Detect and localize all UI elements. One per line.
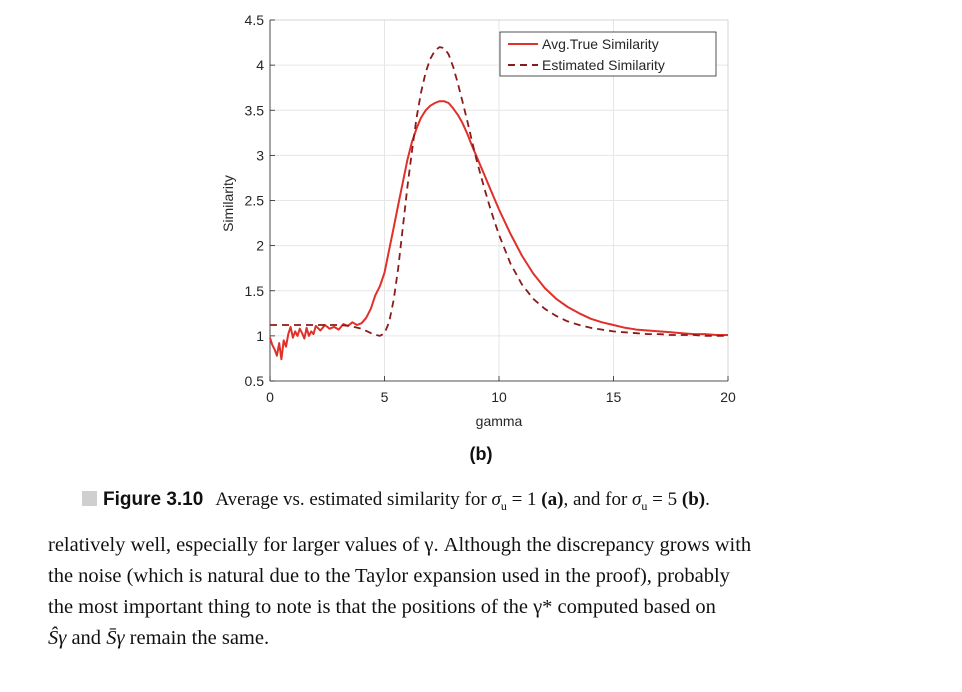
x-tick-label: 20 <box>720 389 736 405</box>
figure-caption: Figure 3.10 Average vs. estimated similar… <box>82 489 710 514</box>
caption-value-b: = 5 <box>647 489 682 510</box>
y-tick-label: 1.5 <box>245 283 265 299</box>
caption-text: Average vs. estimated similarity for <box>215 489 492 510</box>
legend-box <box>499 31 717 77</box>
y-tick-label: 1 <box>256 328 264 344</box>
legend-label-1: Avg.True Similarity <box>542 36 659 52</box>
caption-mid: , and for <box>563 489 633 510</box>
caption-marker-icon <box>82 491 97 506</box>
s-bar-gamma: S̄γ <box>106 627 125 649</box>
legend-label-2: Estimated Similarity <box>542 57 665 73</box>
caption-end: . <box>705 489 710 510</box>
y-tick-label: 3 <box>256 147 264 163</box>
x-tick-label: 10 <box>491 389 507 405</box>
y-tick-label: 4 <box>256 57 264 73</box>
caption-sigma-2: σ <box>632 489 642 510</box>
body-line-2: the noise (which is natural due to the T… <box>48 565 730 587</box>
y-tick-label: 4.5 <box>245 12 265 28</box>
caption-value-a: = 1 <box>506 489 542 510</box>
series-line-1 <box>269 100 728 361</box>
caption-b: (b) <box>681 489 706 510</box>
x-tick-label: 5 <box>381 389 389 405</box>
y-tick-label: 2.5 <box>245 193 265 209</box>
y-tick-label: 0.5 <box>245 373 265 389</box>
body-line-4-rest: remain the same. <box>124 627 270 649</box>
chart-legend: Avg.True Similarity Estimated Similarity <box>499 31 717 77</box>
body-line-3: the most important thing to note is that… <box>48 596 716 618</box>
caption-sub: u <box>500 498 507 513</box>
x-axis-label: gamma <box>476 413 523 429</box>
similarity-chart: 0 5 10 15 20 0.5 1 1.5 2 2.5 3 3.5 4 4.5 gamma Simila… <box>220 12 736 429</box>
caption-label: Figure 3.10 <box>103 489 204 510</box>
body-and: and <box>66 627 107 649</box>
series-line-2 <box>270 46 728 337</box>
axis-ticks: 0 5 10 15 20 0.5 1 1.5 2 2.5 3 3.5 4 4.5 <box>245 12 736 405</box>
x-tick-label: 15 <box>606 389 622 405</box>
x-tick-label: 0 <box>266 389 274 405</box>
body-paragraph: relatively well, especially for larger v… <box>48 530 918 654</box>
y-axis-label: Similarity <box>220 175 236 232</box>
body-line-1: relatively well, especially for larger v… <box>48 534 752 556</box>
caption-a: (a) <box>541 489 564 510</box>
y-tick-label: 2 <box>256 238 264 254</box>
s-hat-gamma: Ŝγ <box>48 627 67 649</box>
y-tick-label: 3.5 <box>245 102 265 118</box>
subfigure-label: (b) <box>469 444 493 464</box>
series-group <box>269 46 728 361</box>
body-line-4: Ŝγ and S̄γ remain the same. <box>48 623 918 654</box>
caption-sub-2: u <box>641 498 648 513</box>
caption-sigma: σ <box>491 489 501 510</box>
